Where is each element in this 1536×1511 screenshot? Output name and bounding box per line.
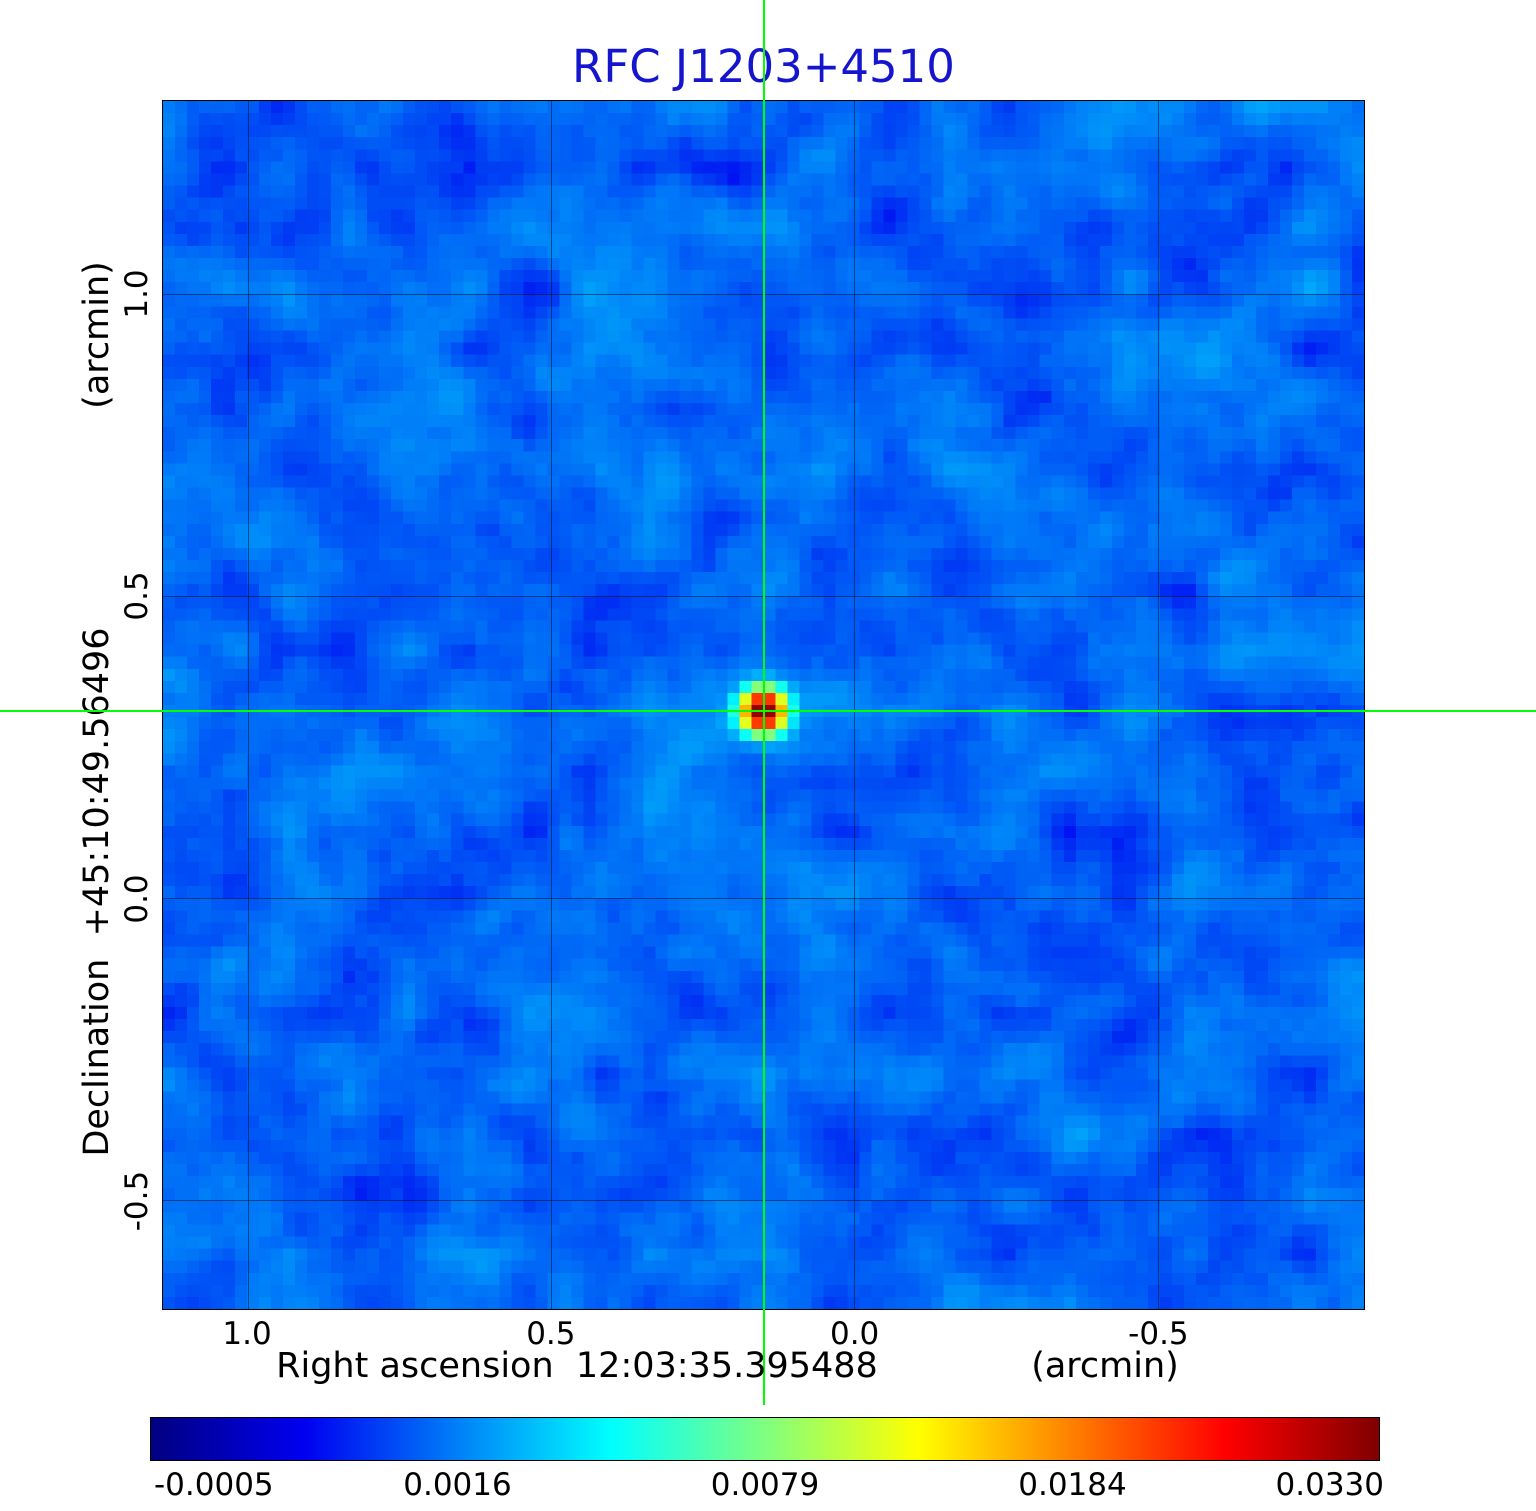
y-axis-label: Declination +45:10:49.56496 (77, 627, 117, 1157)
x-axis-unit-label: (arcmin) (1031, 1346, 1179, 1386)
x-axis-label: Right ascension 12:03:35.395488 (276, 1346, 878, 1386)
y-axis-unit-label: (arcmin) (77, 261, 117, 409)
crosshair-horizontal-line (0, 710, 1536, 713)
y-tick-label: 1.0 (119, 268, 155, 319)
colorbar-tick-label: -0.0005 (154, 1467, 274, 1503)
y-tick-label: 0.5 (119, 571, 155, 621)
colorbar-gradient (150, 1417, 1380, 1461)
colorbar-tick-label: 0.0330 (1275, 1467, 1384, 1503)
gridline-vertical (854, 101, 856, 1309)
y-tick-label: -0.5 (119, 1170, 155, 1232)
colorbar-tick-label: 0.0016 (403, 1467, 512, 1503)
colorbar-tick-label: 0.0079 (710, 1467, 820, 1503)
colorbar-tick-label: 0.0184 (1018, 1467, 1127, 1503)
gridline-vertical (551, 101, 553, 1309)
x-tick-label: 0.0 (829, 1316, 880, 1352)
x-tick-label: 1.0 (222, 1316, 272, 1352)
gridline-vertical (1157, 101, 1159, 1309)
x-tick-label: -0.5 (1128, 1316, 1189, 1352)
x-tick-label: 0.5 (526, 1316, 576, 1352)
gridline-vertical (247, 101, 249, 1309)
y-tick-label: 0.0 (119, 873, 155, 924)
crosshair-vertical-line (762, 0, 765, 1405)
